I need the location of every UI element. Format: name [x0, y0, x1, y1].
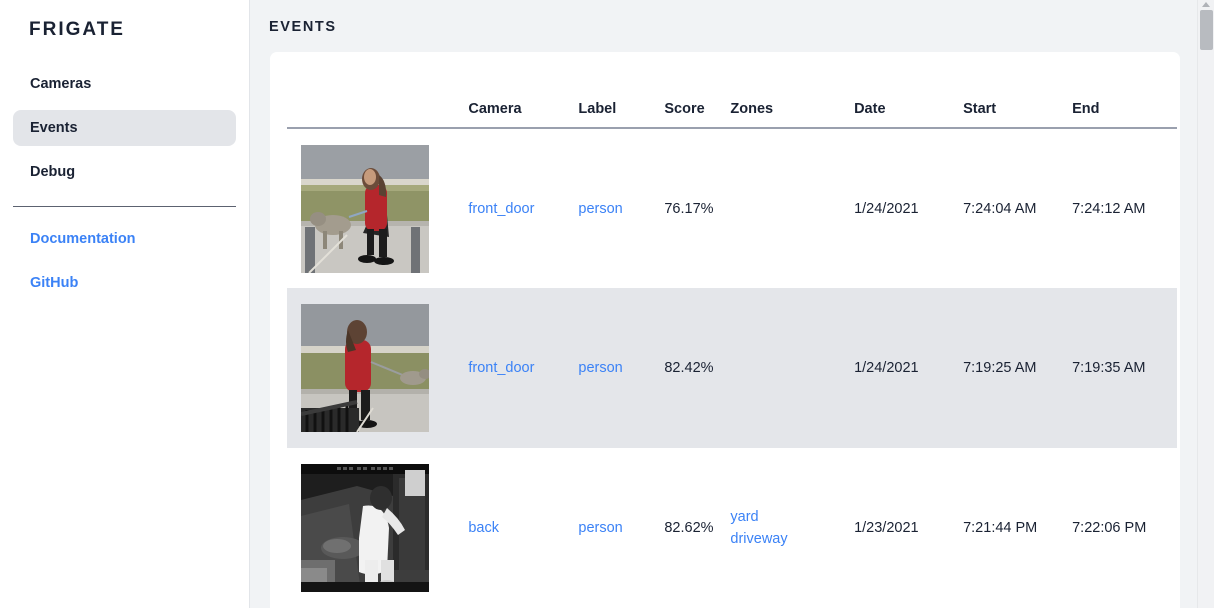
events-table: Camera Label Score Zones Date Start End	[287, 52, 1177, 608]
events-table-body: front_door person 76.17% 1/24/2021 7:24:…	[287, 128, 1177, 608]
event-label-cell: person	[578, 448, 664, 608]
event-zone-link[interactable]: yard	[730, 509, 759, 525]
event-thumbnail-image[interactable]	[301, 464, 429, 592]
column-header-end[interactable]: End	[1072, 101, 1100, 117]
event-date-cell: 1/23/2021	[854, 520, 919, 536]
event-start-cell: 7:24:04 AM	[963, 200, 1037, 217]
sidebar-external-links: Documentation GitHub	[0, 221, 249, 301]
app-brand-title: FRIGATE	[29, 19, 125, 40]
sidebar-item-events[interactable]: Events	[13, 110, 236, 146]
event-camera-link[interactable]: front_door	[468, 200, 535, 217]
column-header-camera[interactable]: Camera	[468, 101, 522, 117]
event-label-cell: person	[578, 128, 664, 288]
event-start-cell: 7:21:44 PM	[963, 520, 1038, 536]
column-header-zones[interactable]: Zones	[730, 101, 774, 117]
event-zone-link[interactable]: driveway	[730, 531, 788, 547]
event-zones-cell	[730, 128, 854, 288]
event-end-cell: 7:19:35 AM	[1072, 360, 1146, 376]
event-start-cell: 7:19:25 AM	[963, 360, 1037, 376]
table-row[interactable]: front_door person 76.17% 1/24/2021 7:24:…	[287, 128, 1177, 288]
event-label-cell: person	[578, 288, 664, 448]
scroll-up-arrow-icon[interactable]	[1202, 2, 1210, 7]
event-score-cell: 82.42%	[664, 360, 714, 376]
main-content: EVENTS Camera Label Score Zones Date Sta…	[250, 0, 1214, 608]
event-camera-link[interactable]: back	[468, 520, 499, 536]
event-end-cell: 7:24:12 AM	[1072, 200, 1146, 217]
event-score-cell: 82.62%	[664, 520, 714, 536]
event-label-link[interactable]: person	[578, 360, 623, 376]
column-header-thumbnail	[287, 52, 468, 128]
events-table-head: Camera Label Score Zones Date Start End	[287, 52, 1177, 128]
sidebar-item-debug[interactable]: Debug	[30, 164, 76, 180]
column-header-score[interactable]: Score	[664, 101, 705, 117]
sidebar-divider	[13, 206, 236, 207]
page-scrollbar[interactable]	[1197, 0, 1214, 608]
event-thumbnail-cell	[287, 288, 468, 448]
event-label-link[interactable]: person	[578, 200, 623, 217]
sidebar-link-documentation[interactable]: Documentation	[30, 231, 136, 247]
sidebar-nav: Cameras Events Debug	[0, 66, 249, 190]
scrollbar-thumb[interactable]	[1200, 10, 1213, 50]
column-header-label[interactable]: Label	[578, 101, 617, 117]
event-thumbnail-cell	[287, 448, 468, 608]
sidebar-item-cameras[interactable]: Cameras	[30, 76, 92, 92]
event-zones-cell	[730, 288, 854, 448]
event-date-cell: 1/24/2021	[854, 200, 919, 217]
event-date-cell: 1/24/2021	[854, 360, 919, 376]
event-score-cell: 76.17%	[664, 200, 714, 217]
table-row[interactable]: back person 82.62% yard driveway 1/23/20…	[287, 448, 1177, 608]
event-end-cell: 7:22:06 PM	[1072, 520, 1147, 536]
column-header-start[interactable]: Start	[963, 101, 997, 117]
event-camera-cell: front_door	[468, 128, 578, 288]
events-card: Camera Label Score Zones Date Start End	[270, 52, 1180, 608]
event-label-link[interactable]: person	[578, 520, 623, 536]
sidebar-link-github[interactable]: GitHub	[30, 275, 79, 291]
event-camera-link[interactable]: front_door	[468, 360, 535, 376]
event-thumbnail-image[interactable]	[301, 304, 429, 432]
column-header-date[interactable]: Date	[854, 101, 886, 117]
page-title: EVENTS	[269, 19, 337, 35]
table-header-row: Camera Label Score Zones Date Start End	[287, 52, 1177, 128]
event-zones-cell: yard driveway	[730, 448, 854, 608]
table-row[interactable]: front_door person 82.42% 1/24/2021 7:19:…	[287, 288, 1177, 448]
event-thumbnail-cell	[287, 128, 468, 288]
sidebar: FRIGATE Cameras Events Debug Documentati…	[0, 0, 250, 608]
event-camera-cell: front_door	[468, 288, 578, 448]
event-camera-cell: back	[468, 448, 578, 608]
event-thumbnail-image[interactable]	[301, 144, 429, 273]
